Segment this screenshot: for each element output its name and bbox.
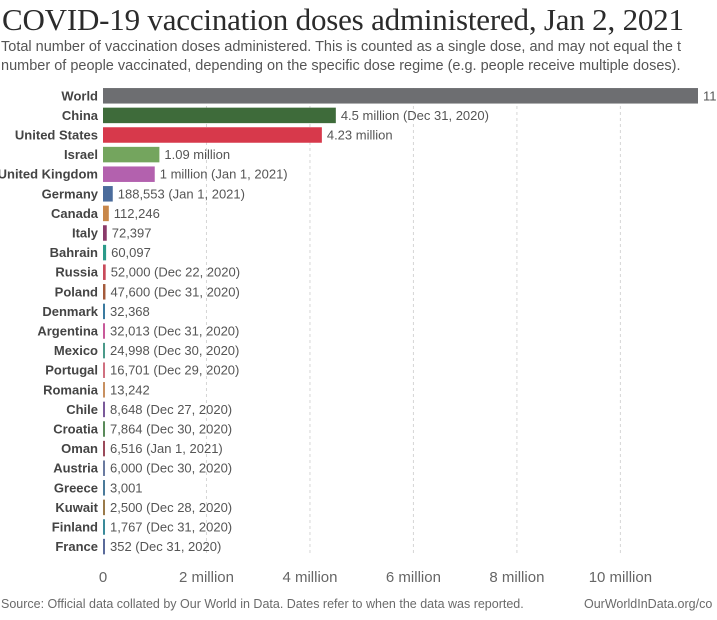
value-label-oman: 6,516 (Jan 1, 2021) [110,441,223,456]
category-label-united-kingdom: United Kingdom [0,167,98,182]
value-label-poland: 47,600 (Dec 31, 2020) [110,284,239,299]
source-note: Source: Official data collated by Our Wo… [1,597,524,611]
bar-chart: 0 2 million 4 million 6 million 8 million 10 … [0,88,717,586]
bar-oman [103,440,105,457]
category-label-austria: Austria [53,461,99,476]
x-tick-label-0: 0 [99,569,107,586]
category-label-finland: Finland [52,520,98,535]
bar-kuwait [103,499,105,516]
value-label-israel: 1.09 million [164,147,230,162]
source-link[interactable]: OurWorldInData.org/co [584,597,713,611]
bar-mexico [103,342,105,359]
category-label-chile: Chile [66,402,98,417]
bar-russia [103,264,106,280]
value-label-canada: 112,246 [114,206,160,221]
bar-germany [103,186,113,202]
bar-israel [103,146,160,163]
value-label-denmark: 32,368 [110,304,150,319]
category-label-mexico: Mexico [54,343,98,358]
category-label-kuwait: Kuwait [55,500,98,515]
bar-croatia [103,421,105,437]
chart-subtitle: Total number of vaccination doses admini… [1,38,717,76]
value-label-united-states: 4.23 million [327,128,393,143]
bar-romania [103,382,105,398]
bar-argentina [103,323,105,339]
value-label-united-kingdom: 1 million (Jan 1, 2021) [160,167,288,182]
bar-bahrain [103,244,107,261]
bar-greece [103,480,105,496]
category-label-canada: Canada [51,206,99,221]
category-label-poland: Poland [55,284,98,299]
value-label-world: 11 [703,88,717,103]
value-label-france: 352 (Dec 31, 2020) [110,539,221,554]
bar-france [103,538,105,555]
x-tick-label-6-million: 6 million [386,569,441,586]
value-label-argentina: 32,013 (Dec 31, 2020) [110,324,239,339]
category-label-germany: Germany [42,186,99,201]
x-tick-label-4-million: 4 million [282,569,337,586]
value-label-bahrain: 60,097 [111,245,151,260]
bar-china [103,107,336,124]
bar-austria [103,460,105,476]
category-label-greece: Greece [54,480,98,495]
bar-chile [103,401,105,418]
category-label-argentina: Argentina [37,324,98,339]
chart-footer: Source: Official data collated by Our Wo… [0,597,717,615]
bar-united-states [103,127,322,143]
bar-poland [103,284,106,300]
category-label-italy: Italy [72,226,99,241]
category-label-bahrain: Bahrain [50,245,98,260]
value-label-finland: 1,767 (Dec 31, 2020) [110,520,232,535]
chart-title: COVID-19 vaccination doses administered,… [2,2,684,37]
value-label-portugal: 16,701 (Dec 29, 2020) [110,363,239,378]
category-label-portugal: Portugal [45,363,98,378]
bar-canada [103,205,109,222]
subtitle-line-2: number of people vaccinated, depending o… [1,58,681,74]
value-label-kuwait: 2,500 (Dec 28, 2020) [110,500,232,515]
bar-italy [103,225,107,241]
x-tick-label-8-million: 8 million [489,569,544,586]
category-label-denmark: Denmark [42,304,98,319]
category-label-romania: Romania [43,382,99,397]
value-label-croatia: 7,864 (Dec 30, 2020) [110,422,232,437]
category-label-france: France [55,539,98,554]
category-label-oman: Oman [61,441,98,456]
bar-united-kingdom [103,166,155,182]
category-label-united-states: United States [15,128,98,143]
value-label-mexico: 24,998 (Dec 30, 2020) [110,343,239,358]
value-label-chile: 8,648 (Dec 27, 2020) [110,402,232,417]
value-label-russia: 52,000 (Dec 22, 2020) [111,265,240,280]
bar-denmark [103,303,105,320]
value-label-austria: 6,000 (Dec 30, 2020) [110,461,232,476]
bar-world [103,88,698,104]
category-label-croatia: Croatia [53,422,99,437]
x-tick-label-2-million: 2 million [179,569,234,586]
bar-finland [103,519,105,535]
value-label-italy: 72,397 [112,226,152,241]
bar-portugal [103,362,105,378]
x-tick-label-10-million: 10 million [589,569,652,586]
value-label-germany: 188,553 (Jan 1, 2021) [118,186,245,201]
value-label-china: 4.5 million (Dec 31, 2020) [341,108,489,123]
category-label-world: World [61,88,98,103]
value-label-greece: 3,001 [110,480,143,495]
category-label-china: China [62,108,99,123]
value-label-romania: 13,242 [110,382,150,397]
subtitle-line-1: Total number of vaccination doses admini… [1,39,682,55]
category-label-russia: Russia [55,265,98,280]
category-label-israel: Israel [64,147,98,162]
